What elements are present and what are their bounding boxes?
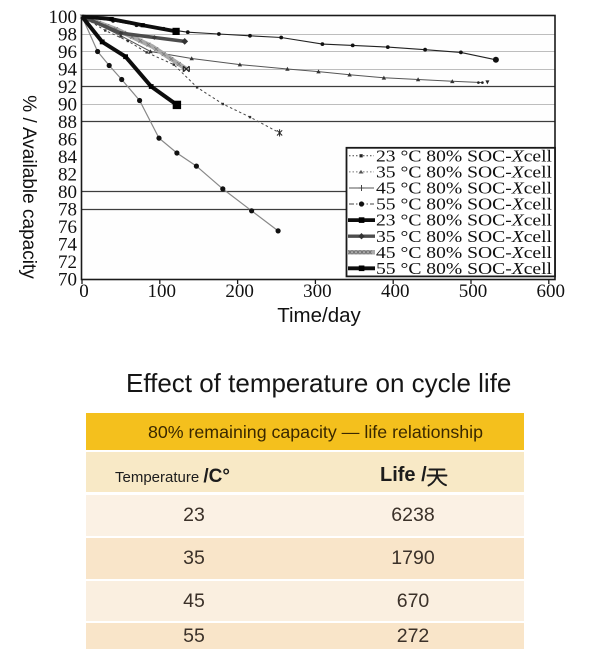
svg-text:70: 70 bbox=[58, 269, 77, 290]
svg-text:500: 500 bbox=[459, 281, 488, 302]
svg-text:98: 98 bbox=[58, 24, 77, 45]
svg-text:84: 84 bbox=[58, 147, 78, 168]
svg-text:88: 88 bbox=[58, 112, 77, 133]
svg-text:74: 74 bbox=[58, 234, 78, 255]
svg-text:% / Available capacity: % / Available capacity bbox=[18, 95, 39, 279]
svg-text:300: 300 bbox=[303, 281, 332, 302]
svg-text:400: 400 bbox=[381, 281, 410, 302]
svg-text:100: 100 bbox=[148, 281, 177, 302]
svg-text:80: 80 bbox=[58, 182, 77, 203]
svg-text:94: 94 bbox=[58, 59, 78, 80]
svg-text:92: 92 bbox=[58, 77, 77, 98]
svg-text:86: 86 bbox=[58, 129, 77, 150]
svg-text:90: 90 bbox=[58, 94, 77, 115]
svg-text:200: 200 bbox=[225, 281, 254, 302]
svg-text:82: 82 bbox=[58, 164, 77, 185]
svg-text:78: 78 bbox=[58, 199, 77, 220]
svg-text:Time/day: Time/day bbox=[277, 304, 361, 327]
svg-text:0: 0 bbox=[79, 281, 89, 302]
svg-text:96: 96 bbox=[58, 42, 77, 63]
svg-text:600: 600 bbox=[537, 281, 566, 302]
svg-text:72: 72 bbox=[58, 252, 77, 273]
svg-text:76: 76 bbox=[58, 217, 77, 238]
svg-text:100: 100 bbox=[49, 7, 78, 28]
